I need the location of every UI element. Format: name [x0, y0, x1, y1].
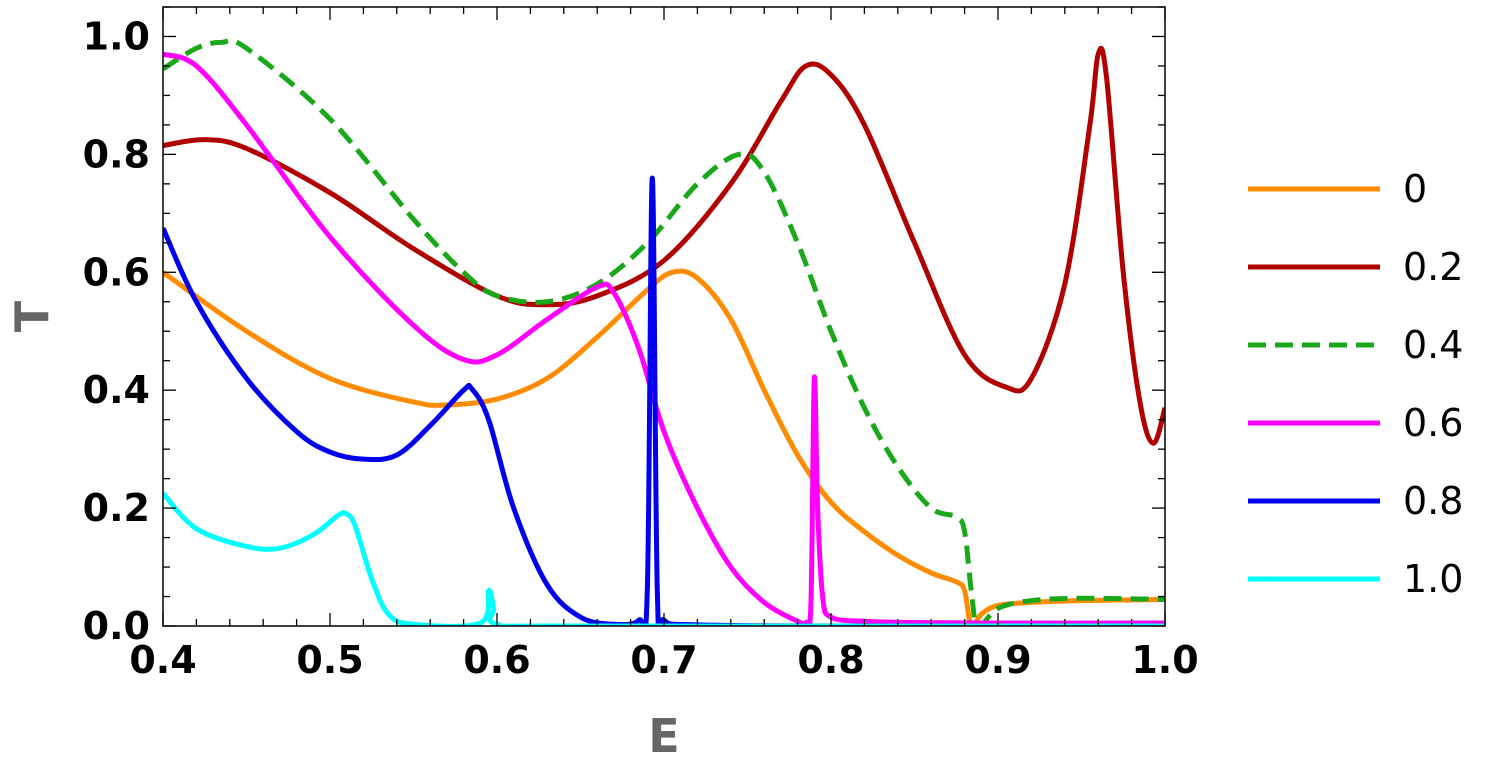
x-axis-title: E	[648, 709, 679, 763]
legend: 0 0.2 0.4 0.6 0.8 1.0	[1248, 167, 1463, 601]
series-line-0-6	[163, 51, 1165, 626]
y-tick-label: 0.0	[83, 604, 150, 648]
series-layer	[163, 37, 1165, 626]
y-tick-label: 0.4	[83, 368, 150, 412]
x-tick-label: 0.6	[463, 638, 530, 682]
x-tick-label: 1.0	[1131, 638, 1198, 682]
y-tick-label: 1.0	[83, 14, 150, 58]
legend-label: 0.6	[1403, 401, 1463, 445]
y-axis-title: T	[5, 300, 59, 332]
x-tick-label: 0.5	[296, 638, 363, 682]
y-tick-label: 0.8	[83, 132, 150, 176]
legend-label: 0.8	[1403, 479, 1463, 523]
y-tick-labels: 0.0 0.2 0.4 0.6 0.8 1.0	[83, 14, 150, 648]
series-line-0-8	[163, 175, 1165, 626]
series-line-0-4	[163, 37, 1165, 626]
series-line-0-2	[163, 45, 1165, 446]
y-tick-label: 0.2	[83, 486, 150, 530]
x-tick-labels: 0.4 0.5 0.6 0.7 0.8 0.9 1.0	[129, 638, 1198, 682]
series-line-1-0	[163, 491, 1165, 626]
legend-label: 0.4	[1403, 323, 1463, 367]
x-tick-label: 0.7	[630, 638, 697, 682]
series-line-0	[163, 268, 1165, 626]
x-tick-label: 0.8	[797, 638, 864, 682]
legend-label: 1.0	[1403, 557, 1463, 601]
legend-label: 0	[1403, 167, 1427, 211]
legend-label: 0.2	[1403, 245, 1463, 289]
x-tick-label: 0.9	[964, 638, 1031, 682]
y-tick-label: 0.6	[83, 250, 150, 294]
x-tick-label: 0.4	[129, 638, 196, 682]
ticks-layer	[162, 6, 1166, 627]
